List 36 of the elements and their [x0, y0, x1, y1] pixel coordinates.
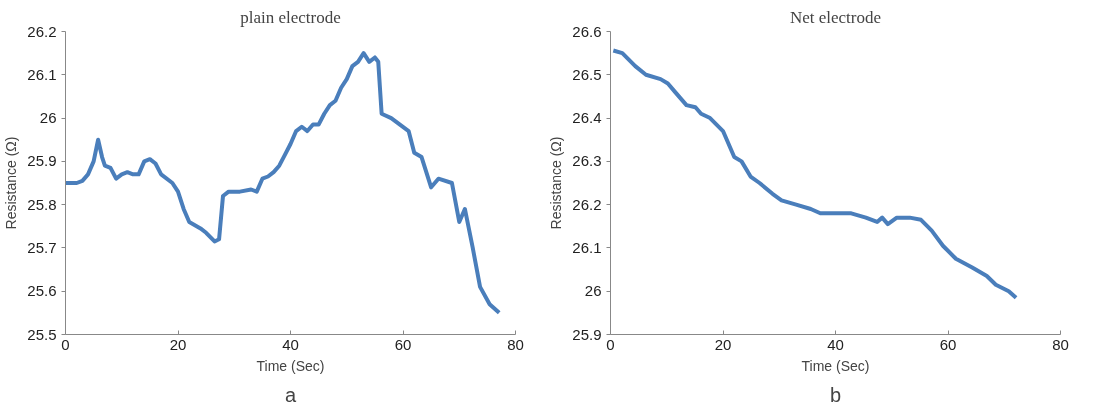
x-tick-label: 0 [61, 335, 70, 353]
y-tick-label: 26.3 [572, 152, 602, 170]
chart-title: plain electrode [240, 7, 341, 27]
y-tick-label: 26 [584, 282, 602, 300]
x-tick-label: 0 [606, 335, 615, 353]
x-tick-label: 20 [169, 335, 187, 353]
x-axis-title: Time (Sec) [256, 357, 325, 374]
y-tick-label: 25.7 [27, 238, 57, 256]
text: a [284, 383, 297, 406]
x-tick-label: 60 [394, 335, 412, 353]
y-tick-label: 25.9 [27, 152, 57, 170]
y-tick-label: 25.5 [27, 325, 57, 343]
x-tick-label: 60 [939, 335, 957, 353]
line-series [65, 51, 502, 315]
text: b [829, 383, 842, 406]
x-tick-label: 80 [507, 335, 524, 353]
x-tick-label: 40 [282, 335, 299, 353]
line-series [611, 48, 1019, 300]
y-tick-label: 26.6 [572, 22, 602, 40]
y-axis-title: Resistance (Ω) [548, 136, 565, 230]
x-tick-label: 40 [827, 335, 844, 353]
chart-title: Net electrode [789, 7, 882, 27]
y-axis-title: Resistance (Ω) [3, 136, 20, 230]
y-tick-label: 25.9 [572, 325, 602, 343]
y-tick-label: 25.6 [27, 282, 57, 300]
y-tick-label: 26.4 [572, 109, 602, 127]
y-tick-label: 26.1 [27, 65, 57, 83]
y-tick-label: 26.2 [572, 195, 602, 213]
x-tick-label: 20 [714, 335, 732, 353]
y-tick-label: 26 [39, 109, 57, 127]
y-tick-label: 26.1 [572, 238, 602, 256]
y-tick-label: 25.8 [27, 195, 57, 213]
y-tick-label: 26.5 [572, 65, 602, 83]
y-tick-label: 26.2 [27, 22, 57, 40]
x-axis-title: Time (Sec) [801, 357, 870, 374]
x-tick-label: 80 [1052, 335, 1069, 353]
